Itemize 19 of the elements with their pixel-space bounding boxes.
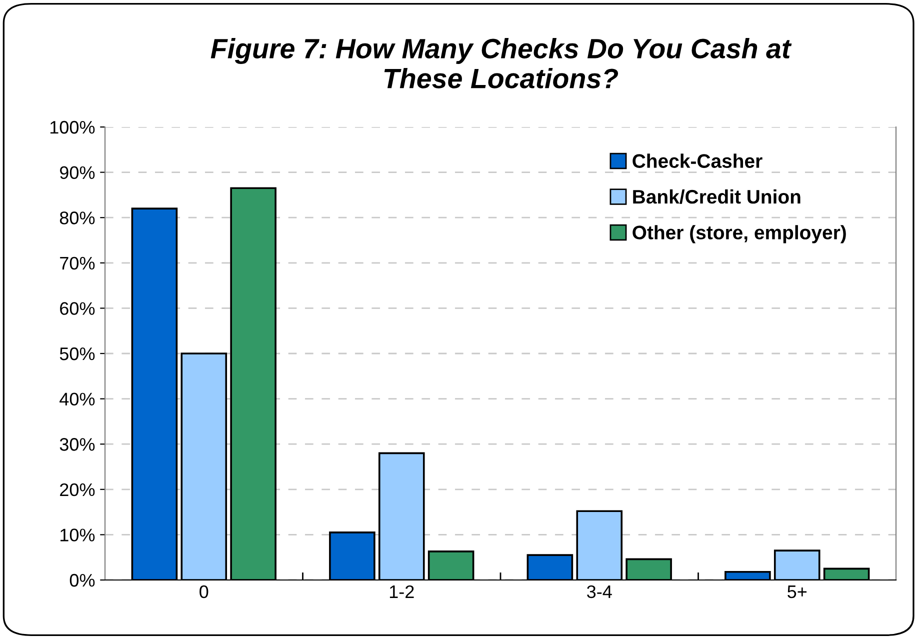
x-tick-label: 0 — [200, 585, 208, 598]
y-tick-label: 60% — [60, 302, 95, 315]
x-tick-label: 5+ — [788, 586, 807, 598]
legend-label: Check-Casher — [632, 154, 762, 168]
y-tick-label: 10% — [60, 528, 95, 542]
x-tick-label: 3-4 — [587, 585, 612, 598]
y-tick-label: 90% — [60, 166, 95, 180]
y-tick-label: 50% — [60, 347, 95, 360]
y-tick-label: 40% — [60, 392, 95, 406]
legend-label: Bank/Credit Union — [633, 189, 800, 204]
y-tick-label: 70% — [60, 256, 95, 270]
legend-label: Other (store, employer) — [632, 225, 846, 244]
y-tick-label: 20% — [60, 483, 95, 496]
chart-title: Figure 7: How Many Checks Do You Cash at These Locations? — [210, 38, 792, 88]
y-tick-label: 0% — [70, 574, 95, 587]
x-tick-label: 1-2 — [390, 585, 414, 598]
y-tick-label: 100% — [50, 120, 95, 134]
y-tick-label: 30% — [60, 438, 95, 451]
y-tick-label: 80% — [60, 212, 95, 224]
